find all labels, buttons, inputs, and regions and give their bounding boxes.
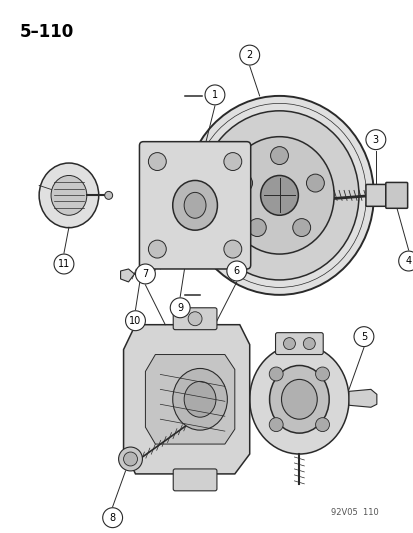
Circle shape bbox=[223, 152, 241, 171]
Text: 5–110: 5–110 bbox=[19, 23, 74, 41]
Ellipse shape bbox=[184, 192, 206, 218]
Text: 8: 8 bbox=[109, 513, 115, 523]
Circle shape bbox=[102, 508, 122, 528]
Circle shape bbox=[135, 264, 155, 284]
Ellipse shape bbox=[172, 368, 227, 430]
Circle shape bbox=[123, 452, 137, 466]
Ellipse shape bbox=[281, 379, 316, 419]
Text: 7: 7 bbox=[142, 269, 148, 279]
Circle shape bbox=[303, 337, 315, 350]
Ellipse shape bbox=[249, 345, 348, 454]
FancyBboxPatch shape bbox=[139, 142, 250, 269]
Circle shape bbox=[270, 147, 288, 165]
Circle shape bbox=[292, 219, 310, 237]
Circle shape bbox=[125, 311, 145, 330]
Circle shape bbox=[353, 327, 373, 346]
FancyBboxPatch shape bbox=[275, 333, 323, 354]
Circle shape bbox=[283, 337, 295, 350]
Circle shape bbox=[365, 130, 385, 150]
Text: 2: 2 bbox=[246, 50, 252, 60]
Polygon shape bbox=[348, 389, 376, 407]
Circle shape bbox=[239, 45, 259, 65]
Circle shape bbox=[226, 261, 246, 281]
FancyBboxPatch shape bbox=[365, 184, 385, 206]
Ellipse shape bbox=[199, 111, 358, 280]
Text: 92V05  110: 92V05 110 bbox=[330, 508, 378, 516]
Ellipse shape bbox=[269, 366, 328, 433]
Circle shape bbox=[204, 85, 224, 105]
Circle shape bbox=[170, 298, 190, 318]
Circle shape bbox=[315, 418, 329, 432]
Text: 5: 5 bbox=[360, 332, 366, 342]
Ellipse shape bbox=[51, 175, 87, 215]
Text: 11: 11 bbox=[58, 259, 70, 269]
Polygon shape bbox=[123, 325, 249, 474]
Text: 3: 3 bbox=[372, 135, 378, 144]
Ellipse shape bbox=[184, 382, 216, 417]
FancyBboxPatch shape bbox=[173, 308, 216, 330]
Text: 6: 6 bbox=[233, 266, 239, 276]
Ellipse shape bbox=[224, 136, 333, 254]
Text: 9: 9 bbox=[177, 303, 183, 313]
Ellipse shape bbox=[185, 96, 373, 295]
Text: 4: 4 bbox=[405, 256, 411, 266]
Ellipse shape bbox=[260, 175, 298, 215]
Circle shape bbox=[268, 418, 282, 432]
FancyBboxPatch shape bbox=[385, 182, 407, 208]
Text: 1: 1 bbox=[211, 90, 218, 100]
Circle shape bbox=[248, 219, 266, 237]
Circle shape bbox=[234, 174, 252, 192]
Circle shape bbox=[398, 251, 413, 271]
Circle shape bbox=[54, 254, 74, 274]
Circle shape bbox=[148, 240, 166, 258]
Circle shape bbox=[315, 367, 329, 381]
Ellipse shape bbox=[172, 181, 217, 230]
Circle shape bbox=[104, 191, 112, 199]
Circle shape bbox=[306, 174, 323, 192]
Text: 10: 10 bbox=[129, 316, 141, 326]
Circle shape bbox=[118, 447, 142, 471]
FancyBboxPatch shape bbox=[173, 469, 216, 491]
Polygon shape bbox=[120, 269, 134, 282]
Circle shape bbox=[188, 312, 202, 326]
Ellipse shape bbox=[39, 163, 98, 228]
Circle shape bbox=[223, 240, 241, 258]
Polygon shape bbox=[145, 354, 234, 444]
Circle shape bbox=[148, 152, 166, 171]
Circle shape bbox=[268, 367, 282, 381]
